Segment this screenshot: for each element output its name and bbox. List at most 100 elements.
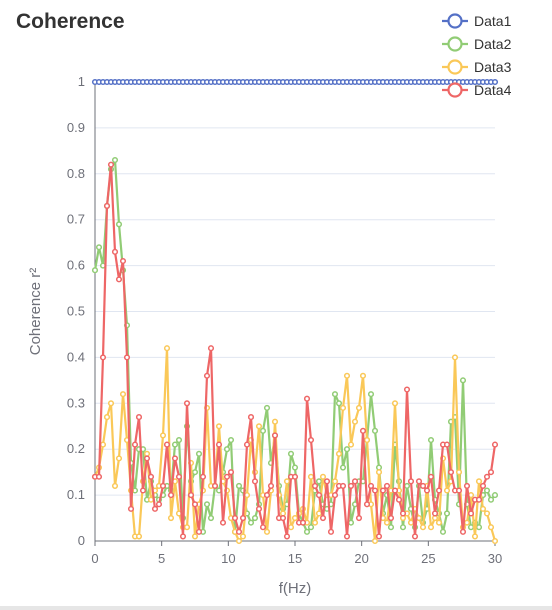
- legend-marker-data1[interactable]: [447, 13, 463, 29]
- data-point-data4[interactable]: [187, 492, 195, 499]
- data-point-data2[interactable]: [427, 436, 435, 444]
- data-point-data3[interactable]: [235, 537, 243, 545]
- data-point-data2[interactable]: [439, 528, 447, 535]
- data-point-data4[interactable]: [311, 482, 319, 489]
- data-point-data2[interactable]: [175, 436, 183, 444]
- data-point-data1[interactable]: [491, 78, 499, 86]
- data-point-data4[interactable]: [379, 487, 387, 494]
- data-point-data2[interactable]: [259, 427, 267, 434]
- data-point-data2[interactable]: [307, 524, 315, 531]
- data-point-data4[interactable]: [279, 515, 287, 522]
- data-point-data2[interactable]: [459, 377, 467, 384]
- data-point-data4[interactable]: [247, 414, 255, 421]
- data-point-data3[interactable]: [363, 436, 371, 444]
- data-point-data2[interactable]: [343, 446, 351, 453]
- data-point-data4[interactable]: [411, 533, 419, 540]
- data-point-data3[interactable]: [491, 537, 499, 545]
- data-point-data4[interactable]: [99, 354, 107, 361]
- legend-item-data2[interactable]: Data2: [474, 36, 512, 52]
- data-point-data3[interactable]: [115, 455, 123, 462]
- data-point-data4[interactable]: [367, 482, 375, 489]
- data-point-data3[interactable]: [359, 372, 367, 379]
- data-point-data2[interactable]: [339, 464, 347, 471]
- data-point-data2[interactable]: [247, 519, 255, 526]
- data-point-data4[interactable]: [183, 400, 191, 407]
- data-point-data2[interactable]: [251, 515, 259, 522]
- data-point-data4[interactable]: [323, 478, 331, 485]
- data-point-data3[interactable]: [471, 533, 479, 540]
- data-point-data4[interactable]: [111, 248, 119, 255]
- legend-item-data3[interactable]: Data3: [474, 59, 512, 75]
- data-point-data3[interactable]: [319, 473, 327, 480]
- data-point-data4[interactable]: [459, 528, 467, 535]
- data-point-data2[interactable]: [191, 469, 199, 476]
- data-point-data4[interactable]: [315, 492, 323, 499]
- data-point-data4[interactable]: [255, 505, 263, 512]
- data-point-data3[interactable]: [455, 469, 463, 476]
- data-point-data2[interactable]: [491, 492, 499, 499]
- data-point-data4[interactable]: [447, 469, 455, 476]
- data-point-data4[interactable]: [239, 515, 247, 522]
- data-point-data4[interactable]: [175, 473, 183, 480]
- data-point-data2[interactable]: [287, 450, 295, 457]
- data-point-data4[interactable]: [107, 161, 115, 168]
- data-point-data3[interactable]: [383, 519, 391, 526]
- data-point-data4[interactable]: [455, 487, 463, 494]
- data-point-data3[interactable]: [407, 519, 415, 526]
- data-point-data3[interactable]: [479, 505, 487, 512]
- data-point-data4[interactable]: [299, 519, 307, 526]
- data-point-data3[interactable]: [315, 510, 323, 517]
- data-point-data4[interactable]: [475, 496, 483, 503]
- data-point-data3[interactable]: [443, 487, 451, 494]
- data-point-data4[interactable]: [207, 345, 215, 352]
- legend-marker-data3[interactable]: [447, 59, 463, 75]
- data-point-data2[interactable]: [331, 391, 339, 398]
- data-point-data3[interactable]: [451, 354, 459, 361]
- data-point-data3[interactable]: [119, 391, 127, 398]
- data-point-data2[interactable]: [399, 524, 407, 531]
- data-point-data4[interactable]: [259, 524, 267, 531]
- data-point-data4[interactable]: [343, 533, 351, 540]
- data-point-data4[interactable]: [391, 487, 399, 494]
- data-point-data3[interactable]: [487, 524, 495, 531]
- data-point-data4[interactable]: [479, 482, 487, 489]
- data-point-data3[interactable]: [107, 400, 115, 407]
- data-point-data4[interactable]: [159, 482, 167, 489]
- data-point-data4[interactable]: [123, 354, 131, 361]
- data-point-data2[interactable]: [335, 400, 343, 407]
- data-point-data4[interactable]: [283, 533, 291, 540]
- data-point-data4[interactable]: [199, 473, 207, 480]
- data-point-data2[interactable]: [95, 244, 103, 251]
- data-point-data2[interactable]: [483, 487, 491, 494]
- data-point-data3[interactable]: [103, 414, 111, 421]
- data-point-data3[interactable]: [483, 510, 491, 517]
- data-point-data4[interactable]: [211, 482, 219, 489]
- data-point-data2[interactable]: [111, 156, 119, 164]
- data-point-data4[interactable]: [443, 441, 451, 448]
- data-point-data4[interactable]: [143, 455, 151, 462]
- data-point-data4[interactable]: [291, 473, 299, 480]
- data-point-data3[interactable]: [343, 372, 351, 379]
- data-point-data4[interactable]: [235, 528, 243, 535]
- data-point-data4[interactable]: [195, 528, 203, 535]
- data-point-data4[interactable]: [243, 441, 251, 448]
- data-point-data3[interactable]: [391, 400, 399, 407]
- data-point-data3[interactable]: [419, 524, 427, 531]
- data-point-data4[interactable]: [271, 432, 279, 439]
- data-point-data4[interactable]: [131, 441, 139, 448]
- data-point-data3[interactable]: [215, 423, 223, 430]
- data-point-data3[interactable]: [307, 473, 315, 480]
- data-point-data3[interactable]: [291, 515, 299, 522]
- data-point-data4[interactable]: [423, 487, 431, 494]
- data-point-data3[interactable]: [347, 441, 355, 448]
- data-point-data4[interactable]: [347, 482, 355, 489]
- data-point-data2[interactable]: [367, 391, 375, 398]
- data-point-data3[interactable]: [183, 524, 191, 531]
- data-point-data4[interactable]: [163, 441, 171, 448]
- data-point-data3[interactable]: [163, 345, 171, 352]
- data-point-data3[interactable]: [239, 533, 247, 540]
- data-point-data4[interactable]: [339, 482, 347, 489]
- data-point-data4[interactable]: [171, 455, 179, 462]
- data-point-data4[interactable]: [463, 482, 471, 489]
- data-point-data3[interactable]: [335, 450, 343, 457]
